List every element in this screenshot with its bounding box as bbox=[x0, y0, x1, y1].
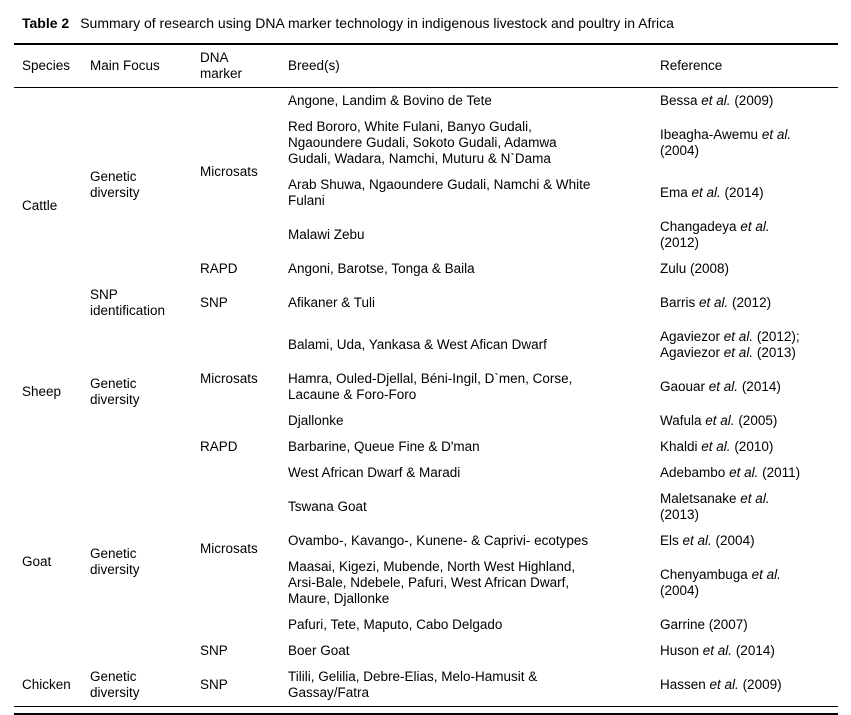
cell-breeds: Maasai, Kigezi, Mubende, North West High… bbox=[288, 559, 576, 606]
cell-breeds: Tswana Goat bbox=[288, 499, 367, 514]
cell-dna-marker: RAPD bbox=[200, 439, 238, 454]
cell-main-focus: Genetic diversity bbox=[90, 169, 140, 200]
cell-species: Cattle bbox=[22, 198, 58, 213]
cell-reference: Agaviezor et al. (2012); Agaviezor et al… bbox=[660, 329, 800, 360]
table-caption-label: Table 2 bbox=[22, 15, 70, 31]
cell-reference: Gaouar et al. (2014) bbox=[660, 379, 781, 394]
cell-breeds: Tilili, Gelilia, Debre-Elias, Melo-Hamus… bbox=[288, 669, 538, 700]
table-caption: Table 2 Summary of research using DNA mar… bbox=[14, 10, 838, 43]
cell-breeds: Balami, Uda, Yankasa & West Afican Dwarf bbox=[288, 337, 547, 352]
cell-reference: Els et al. (2004) bbox=[660, 533, 755, 548]
cell-breeds: Malawi Zebu bbox=[288, 227, 365, 242]
cell-reference: Barris et al. (2012) bbox=[660, 295, 772, 310]
table-body: Cattle Genetic diversity Microsats Angon… bbox=[14, 88, 838, 707]
cell-reference: Chenyambuga et al. (2004) bbox=[660, 567, 781, 598]
table-row: Arab Shuwa, Ngaoundere Gudali, Namchi & … bbox=[14, 172, 838, 214]
cell-main-focus: Genetic diversity bbox=[90, 546, 140, 577]
table-row: Malawi Zebu Changadeya et al. (2012) bbox=[14, 214, 838, 256]
cell-dna-marker: Microsats bbox=[200, 371, 258, 386]
table-bottom-rule bbox=[14, 707, 838, 715]
cell-breeds: Afikaner & Tuli bbox=[288, 295, 376, 310]
cell-reference: Maletsanake et al. (2013) bbox=[660, 491, 770, 522]
cell-breeds: Hamra, Ouled-Djellal, Béni-Ingil, D`men,… bbox=[288, 371, 573, 402]
table-row: Djallonke Wafula et al. (2005) bbox=[14, 408, 838, 434]
table-caption-text: Summary of research using DNA marker tec… bbox=[80, 15, 674, 31]
cell-reference: Huson et al. (2014) bbox=[660, 643, 775, 658]
cell-main-focus: Genetic diversity bbox=[90, 669, 140, 700]
table-row: Tswana Goat Maletsanake et al. (2013) bbox=[14, 486, 838, 528]
cell-reference: Hassen et al. (2009) bbox=[660, 677, 782, 692]
cell-breeds: Angone, Landim & Bovino de Tete bbox=[288, 93, 492, 108]
cell-breeds: Barbarine, Queue Fine & D'man bbox=[288, 439, 480, 454]
cell-reference: Changadeya et al. (2012) bbox=[660, 219, 770, 250]
table-row: SNP Boer Goat Huson et al. (2014) bbox=[14, 638, 838, 664]
table-header: Species Main Focus DNA marker Breed(s) R… bbox=[14, 44, 838, 88]
cell-reference: Adebambo et al. (2011) bbox=[660, 465, 801, 480]
cell-dna-marker: Microsats bbox=[200, 164, 258, 179]
col-header-species: Species bbox=[14, 44, 82, 88]
cell-species: Sheep bbox=[22, 384, 62, 399]
cell-breeds: Red Bororo, White Fulani, Banyo Gudali, … bbox=[288, 119, 557, 166]
cell-reference: Garrine (2007) bbox=[660, 617, 748, 632]
cell-dna-marker: SNP bbox=[200, 677, 228, 692]
cell-breeds: Djallonke bbox=[288, 413, 344, 428]
table-row: Cattle Genetic diversity Microsats Angon… bbox=[14, 88, 838, 213]
cell-reference: Zulu (2008) bbox=[660, 261, 730, 276]
cell-breeds: Angoni, Barotse, Tonga & Baila bbox=[288, 261, 475, 276]
cell-species: Chicken bbox=[22, 677, 71, 692]
table-row: Sheep Genetic diversity Microsats Balami… bbox=[14, 324, 838, 407]
cell-reference: Khaldi et al. (2010) bbox=[660, 439, 774, 454]
table-row: Red Bororo, White Fulani, Banyo Gudali, … bbox=[14, 114, 838, 172]
table-row: Chicken Genetic diversity SNP Tilili, Ge… bbox=[14, 664, 838, 707]
cell-main-focus: Genetic diversity bbox=[90, 376, 140, 407]
table-row: RAPD Angoni, Barotse, Tonga & Baila Zulu… bbox=[14, 256, 838, 282]
cell-dna-marker: SNP bbox=[200, 295, 228, 310]
cell-breeds: Arab Shuwa, Ngaoundere Gudali, Namchi & … bbox=[288, 177, 591, 208]
cell-breeds: Ovambo-, Kavango-, Kunene- & Caprivi- ec… bbox=[288, 533, 589, 548]
col-header-main-focus: Main Focus bbox=[82, 44, 192, 88]
table-row: Goat Genetic diversity Microsats West Af… bbox=[14, 460, 838, 577]
cell-reference: Bessa et al. (2009) bbox=[660, 93, 774, 108]
col-header-breeds: Breed(s) bbox=[280, 44, 652, 88]
research-summary-table: Species Main Focus DNA marker Breed(s) R… bbox=[14, 43, 838, 707]
cell-dna-marker: SNP bbox=[200, 643, 228, 658]
header-row: Species Main Focus DNA marker Breed(s) R… bbox=[14, 44, 838, 88]
cell-dna-marker: RAPD bbox=[200, 261, 238, 276]
cell-reference: Wafula et al. (2005) bbox=[660, 413, 778, 428]
cell-breeds: West African Dwarf & Maradi bbox=[288, 465, 461, 480]
cell-dna-marker: Microsats bbox=[200, 541, 258, 556]
cell-reference: Ema et al. (2014) bbox=[660, 185, 764, 200]
cell-species: Goat bbox=[22, 554, 52, 569]
table-row: Pafuri, Tete, Maputo, Cabo Delgado Garri… bbox=[14, 612, 838, 638]
col-header-reference: Reference bbox=[652, 44, 838, 88]
cell-main-focus: SNP identification bbox=[90, 287, 166, 318]
cell-reference: Ibeagha-Awemu et al. (2004) bbox=[660, 127, 792, 158]
table-row: Hamra, Ouled-Djellal, Béni-Ingil, D`men,… bbox=[14, 366, 838, 408]
col-header-dna-marker: DNA marker bbox=[192, 44, 280, 88]
table-row: Ovambo-, Kavango-, Kunene- & Caprivi- ec… bbox=[14, 528, 838, 554]
cell-breeds: Pafuri, Tete, Maputo, Cabo Delgado bbox=[288, 617, 503, 632]
table-row: RAPD Barbarine, Queue Fine & D'man Khald… bbox=[14, 434, 838, 460]
table-row: Maasai, Kigezi, Mubende, North West High… bbox=[14, 554, 838, 612]
table-row: SNP identification SNP Afikaner & Tuli B… bbox=[14, 282, 838, 324]
cell-breeds: Boer Goat bbox=[288, 643, 350, 658]
